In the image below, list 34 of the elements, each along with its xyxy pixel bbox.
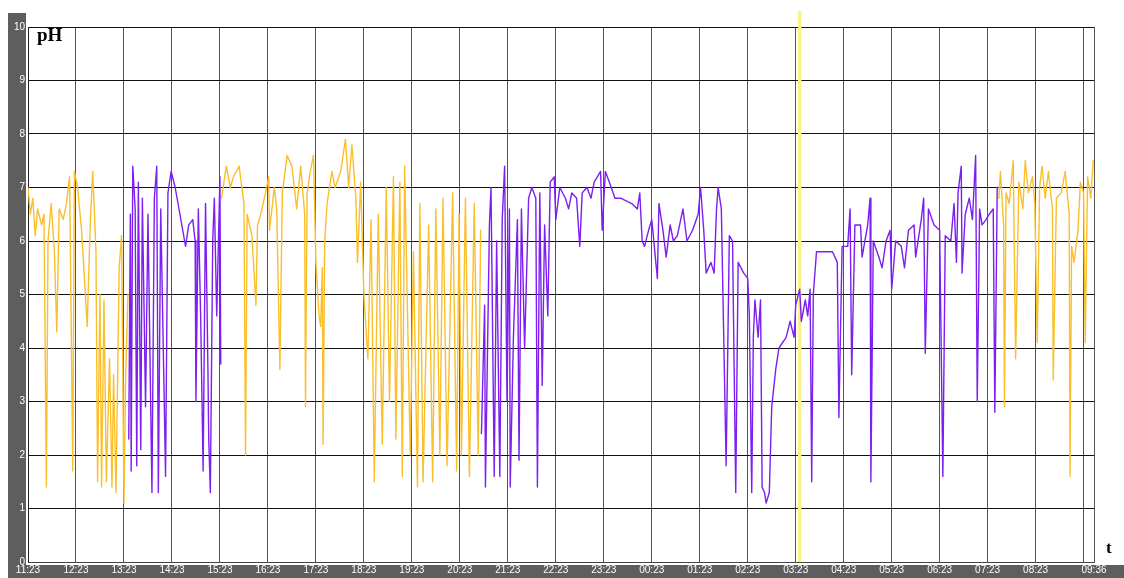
x-tick-label: 18:23 (351, 563, 377, 575)
y-tick-label: 4 (19, 341, 26, 353)
x-tick-label: 14:23 (159, 563, 185, 575)
y-tick-label: 3 (19, 395, 26, 407)
x-tick-label: 13:23 (111, 563, 137, 575)
y-tick-label: 9 (19, 74, 26, 86)
y-axis-title: pH (37, 24, 63, 45)
x-tick-label: 15:23 (207, 563, 233, 575)
x-tick-label: 20:23 (447, 563, 473, 575)
x-tick-label: 22:23 (543, 563, 569, 575)
x-tick-label: 12:23 (63, 563, 89, 575)
x-tick-label: 01:23 (687, 563, 713, 575)
x-tick-label: 07:23 (975, 563, 1001, 575)
y-tick-label: 8 (19, 127, 26, 139)
x-tick-label: 05:23 (879, 563, 905, 575)
y-tick-label: 6 (19, 234, 26, 246)
y-tick-label: 1 (19, 502, 26, 514)
y-tick-label: 7 (19, 181, 26, 193)
y-tick-label: 2 (19, 448, 26, 460)
x-axis-title: t (1106, 538, 1112, 557)
x-tick-label: 02:23 (735, 563, 761, 575)
x-tick-label: 16:23 (255, 563, 281, 575)
x-tick-label: 00:23 (639, 563, 665, 575)
x-tick-label: 19:23 (399, 563, 425, 575)
y-tick-label: 5 (19, 288, 26, 300)
x-tick-label: 06:23 (927, 563, 953, 575)
x-tick-label: 08:23 (1023, 563, 1049, 575)
x-tick-label: 23:23 (591, 563, 617, 575)
x-tick-label: 09:36 (1081, 563, 1107, 575)
x-tick-label: 21:23 (495, 563, 521, 575)
y-tick-label: 10 (13, 20, 26, 32)
x-tick-label: 03:23 (783, 563, 809, 575)
x-tick-label: 04:23 (831, 563, 857, 575)
x-tick-label: 17:23 (303, 563, 329, 575)
